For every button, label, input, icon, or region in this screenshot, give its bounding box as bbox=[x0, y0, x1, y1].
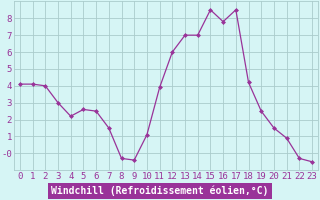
Text: Windchill (Refroidissement éolien,°C): Windchill (Refroidissement éolien,°C) bbox=[51, 186, 269, 196]
